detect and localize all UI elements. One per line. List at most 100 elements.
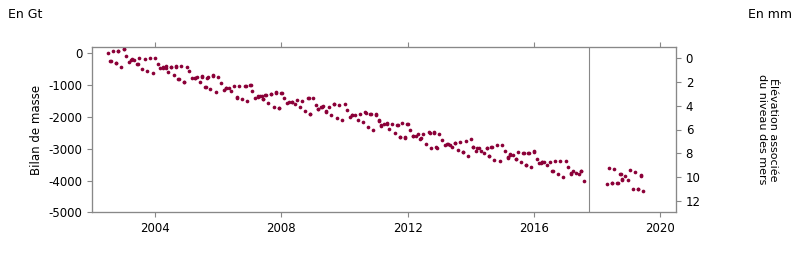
Point xyxy=(280,102,293,106)
Point xyxy=(372,119,385,123)
Point xyxy=(614,172,627,176)
Point xyxy=(457,150,470,154)
Point xyxy=(286,100,298,104)
Point xyxy=(438,143,451,147)
Point xyxy=(357,120,370,125)
Point xyxy=(462,154,474,159)
Point xyxy=(110,61,122,66)
Point xyxy=(506,153,519,157)
Point xyxy=(114,65,127,69)
Point xyxy=(472,146,485,150)
Point xyxy=(414,136,427,140)
Point xyxy=(414,137,426,141)
Point xyxy=(302,96,314,100)
Point xyxy=(346,113,359,117)
Point xyxy=(325,113,338,117)
Point xyxy=(401,122,414,126)
Point xyxy=(320,110,333,114)
Point xyxy=(433,132,446,136)
Point xyxy=(249,96,262,100)
Point xyxy=(259,93,272,97)
Point xyxy=(262,101,274,105)
Point xyxy=(110,61,122,65)
Point xyxy=(278,96,290,100)
Point xyxy=(498,149,511,153)
Point xyxy=(522,151,535,155)
Point xyxy=(525,165,538,169)
Point xyxy=(328,102,341,106)
Point xyxy=(316,105,329,109)
Point xyxy=(475,149,488,153)
Point xyxy=(338,102,351,106)
Point xyxy=(626,188,639,192)
Point xyxy=(629,170,642,174)
Point xyxy=(602,166,615,170)
Point xyxy=(128,59,141,63)
Point xyxy=(543,160,556,164)
Point xyxy=(367,128,380,132)
Point xyxy=(304,112,317,116)
Point xyxy=(196,74,209,78)
Point xyxy=(374,123,387,127)
Point xyxy=(533,161,546,165)
Point xyxy=(118,47,131,51)
Point xyxy=(634,174,647,178)
Point xyxy=(632,188,645,192)
Point xyxy=(198,85,211,89)
Point xyxy=(390,123,403,127)
Point xyxy=(210,90,222,94)
Point xyxy=(637,189,650,193)
Point xyxy=(551,172,564,176)
Point xyxy=(386,122,398,126)
Point xyxy=(388,131,401,135)
Point xyxy=(240,84,253,88)
Point xyxy=(138,57,151,61)
Point xyxy=(320,109,333,113)
Point xyxy=(186,76,198,80)
Point xyxy=(417,132,430,136)
Point xyxy=(362,124,374,128)
Point xyxy=(541,163,554,167)
Point xyxy=(255,94,268,98)
Point xyxy=(635,173,648,177)
Point xyxy=(504,152,517,156)
Point xyxy=(106,49,119,53)
Point xyxy=(536,160,549,164)
Point xyxy=(322,105,335,109)
Point xyxy=(616,178,629,182)
Point xyxy=(578,179,590,183)
Point xyxy=(375,124,388,128)
Point xyxy=(149,56,162,60)
Point xyxy=(485,145,498,149)
Point xyxy=(359,110,372,114)
Point xyxy=(296,99,309,103)
Point xyxy=(135,67,148,71)
Point xyxy=(120,54,133,58)
Point xyxy=(257,97,270,101)
Point xyxy=(349,113,362,117)
Point xyxy=(535,160,548,164)
Point xyxy=(157,65,170,69)
Point xyxy=(244,83,257,87)
Point xyxy=(290,98,303,103)
Point xyxy=(164,64,177,69)
Point xyxy=(575,169,588,173)
Point xyxy=(170,65,182,69)
Point xyxy=(502,156,514,160)
Point xyxy=(509,157,522,162)
Point xyxy=(233,84,246,88)
Point xyxy=(398,136,411,140)
Point xyxy=(454,140,466,144)
Point xyxy=(614,172,626,176)
Point xyxy=(530,157,543,161)
Point xyxy=(317,104,330,109)
Point xyxy=(225,89,238,93)
Text: En mm: En mm xyxy=(748,8,792,21)
Point xyxy=(162,70,174,75)
Point xyxy=(354,112,366,116)
Point xyxy=(194,80,206,84)
Point xyxy=(480,146,493,150)
Point xyxy=(502,155,514,159)
Point xyxy=(159,66,172,70)
Point xyxy=(252,95,265,99)
